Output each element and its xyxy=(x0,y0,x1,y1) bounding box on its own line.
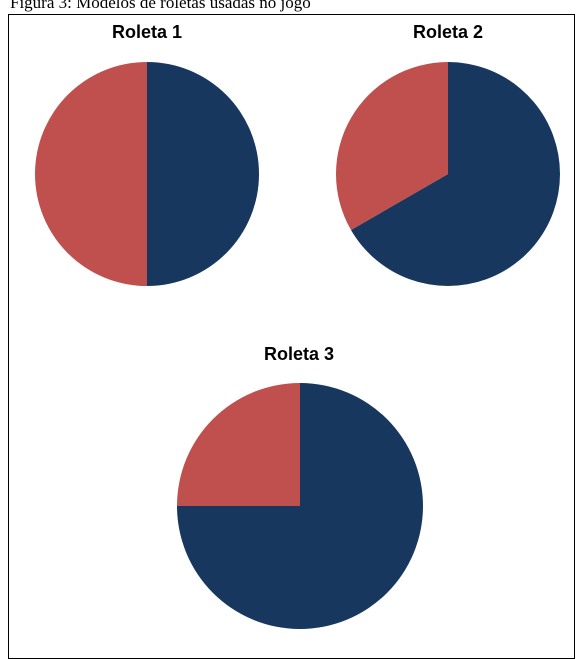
pie-slice-2-2 xyxy=(335,62,448,230)
pie-slice-3-2 xyxy=(177,383,300,506)
pie-chart-roleta-1 xyxy=(35,62,259,286)
pie-title-roleta-3: Roleta 3 xyxy=(264,344,334,364)
pie-slice-1-2 xyxy=(35,62,147,286)
pie-slice-2-1 xyxy=(350,62,560,286)
figure-caption: Figura 3: Modelos de roletas usadas no j… xyxy=(10,0,311,12)
pie-title-roleta-2: Roleta 2 xyxy=(413,22,483,42)
pie-title-roleta-1: Roleta 1 xyxy=(112,22,182,42)
pie-slice-1-1 xyxy=(147,62,259,286)
pie-chart-roleta-2 xyxy=(335,62,560,286)
pie-chart-roleta-3 xyxy=(177,383,423,629)
